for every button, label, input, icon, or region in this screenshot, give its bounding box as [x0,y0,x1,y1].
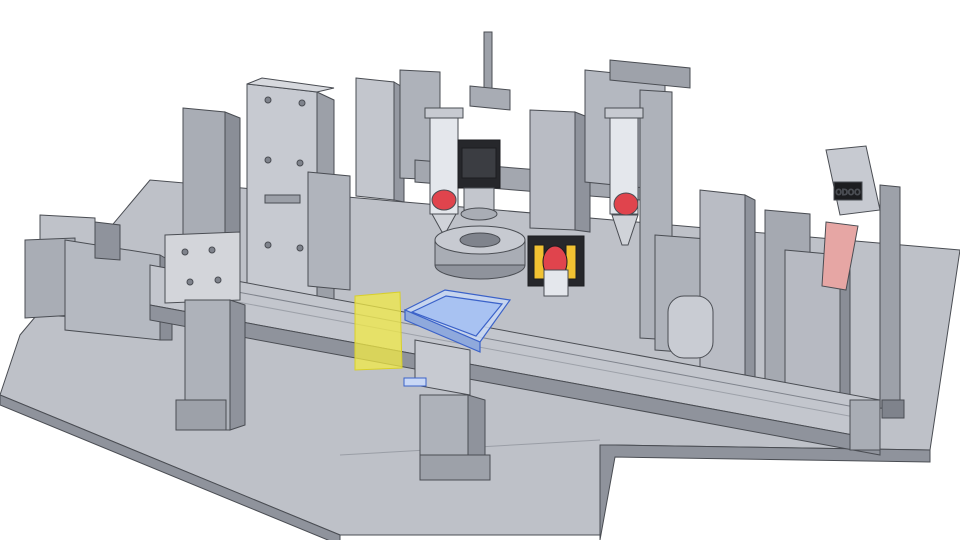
vision-sensor: ODOO [821,145,881,291]
front-support-columns [175,399,491,481]
camera-module [457,139,501,221]
linear-rail [149,264,881,456]
syringe-left [424,107,464,233]
selected-tray[interactable] [403,289,512,353]
rotary-table [434,225,526,280]
right-modules [654,184,905,419]
rail-carriage-left [164,231,246,431]
dispenser-head [527,235,585,297]
syringe-right [604,107,644,246]
sensor-label: ODOO [835,188,860,197]
highlight-region [354,291,403,371]
